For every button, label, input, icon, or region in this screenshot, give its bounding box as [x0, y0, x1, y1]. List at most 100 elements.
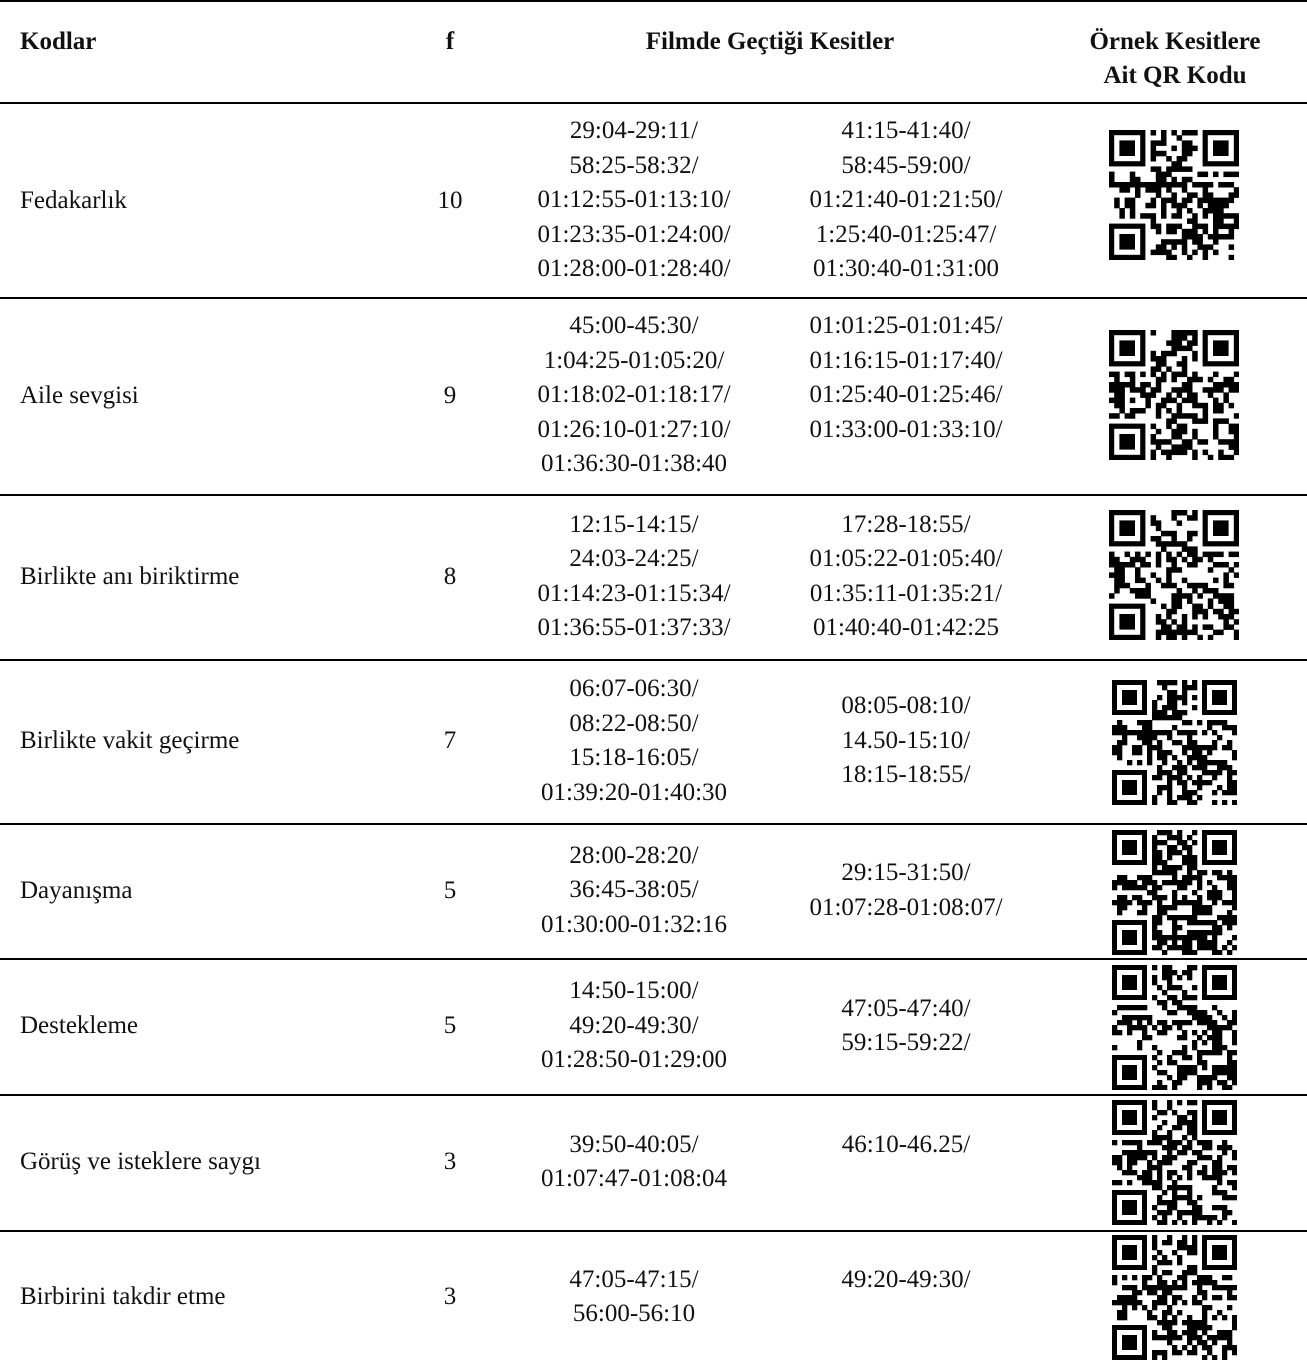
header-rule [0, 102, 1307, 104]
time-range: 01:16:15-01:17:40/ [809, 346, 1003, 374]
time-range: 14.50-15:10/ [841, 726, 971, 754]
header-frequency: f [445, 28, 455, 55]
frequency-value: 5 [443, 876, 457, 904]
time-range: 06:07-06:30/ [569, 675, 699, 702]
qr-code-icon[interactable] [1111, 1235, 1284, 1360]
qr-code-icon[interactable] [1109, 130, 1281, 260]
time-range: 47:05-47:15/ [569, 1265, 699, 1293]
time-range: 56:00-56:10 [572, 1300, 696, 1327]
code-label: Aile sevgisi [20, 381, 139, 409]
sections-column-1: 14:50-15:00/49:20-49:30/01:28:50-01:29:0… [500, 974, 768, 1078]
sections-column-1: 45:00-45:30/1:04:25-01:05:20/01:18:02-01… [500, 309, 768, 482]
row-divider [0, 659, 1307, 661]
time-range: 1:04:25-01:05:20/ [543, 346, 725, 374]
time-range: 01:28:00-01:28:40/ [537, 255, 731, 283]
header-codes: Kodlar [20, 28, 97, 55]
sections-column-2: 29:15-31:50/01:07:28-01:08:07/ [775, 856, 1037, 925]
time-range: 01:30:00-01:32:16 [540, 910, 728, 938]
time-range: 01:05:22-01:05:40/ [809, 545, 1003, 572]
sections-column-1: 28:00-28:20/36:45-38:05/01:30:00-01:32:1… [500, 839, 768, 943]
code-label: Görüş ve isteklere saygı [20, 1148, 261, 1175]
time-range: 29:04-29:11/ [569, 117, 699, 145]
row-divider [0, 1094, 1307, 1096]
time-range: 36:45-38:05/ [569, 876, 699, 904]
time-range: 01:39:20-01:40:30 [540, 778, 728, 806]
time-range: 01:18:02-01:18:17/ [537, 381, 731, 409]
time-range: 49:20-49:30/ [569, 1011, 699, 1039]
row-divider [0, 823, 1307, 825]
time-range: 45:00-45:30/ [569, 312, 699, 340]
qr-code-icon[interactable] [1109, 330, 1281, 460]
time-range: 59:15-59:22/ [841, 1029, 971, 1056]
time-range: 01:07:28-01:08:07/ [809, 893, 1003, 921]
header-sections: Filmde Geçtiği Kesitler [645, 28, 895, 55]
time-range: 01:35:11-01:35:21/ [809, 579, 1003, 607]
frequency-value: 3 [443, 1283, 457, 1310]
sections-column-2: 01:01:25-01:01:45/01:16:15-01:17:40/01:2… [775, 309, 1037, 447]
sections-column-2: 47:05-47:40/59:15-59:22/ [775, 992, 1037, 1061]
sections-column-1: 12:15-14:15/24:03-24:25/01:14:23-01:15:3… [500, 508, 768, 646]
time-range: 47:05-47:40/ [841, 994, 971, 1022]
time-range: 01:33:00-01:33:10/ [809, 415, 1003, 443]
time-range: 08:05-08:10/ [841, 692, 971, 720]
row-divider [0, 494, 1307, 496]
time-range: 01:12:55-01:13:10/ [537, 186, 731, 214]
qr-code-icon[interactable] [1111, 1100, 1284, 1225]
time-range: 28:00-28:20/ [569, 841, 699, 869]
time-range: 46:10-46.25/ [841, 1130, 971, 1158]
time-range: 17:28-18:55/ [841, 510, 971, 538]
sections-column-2: 17:28-18:55/01:05:22-01:05:40/01:35:11-0… [775, 508, 1037, 646]
time-range: 01:07:47-01:08:04 [540, 1165, 728, 1192]
sections-column-1: 47:05-47:15/56:00-56:10 [500, 1263, 768, 1332]
time-range: 01:21:40-01:21:50/ [809, 186, 1003, 214]
code-label: Destekleme [20, 1012, 139, 1039]
time-range: 41:15-41:40/ [841, 117, 971, 145]
time-range: 1:25:40-01:25:47/ [815, 220, 997, 248]
sections-column-2: 41:15-41:40/58:45-59:00/01:21:40-01:21:5… [775, 114, 1037, 287]
time-range: 01:14:23-01:15:34/ [537, 579, 731, 607]
frequency-value: 10 [437, 186, 463, 214]
time-range: 01:36:30-01:38:40 [540, 450, 728, 478]
qr-code-icon[interactable] [1111, 830, 1284, 955]
frequency-value: 5 [443, 1012, 457, 1039]
time-range: 01:26:10-01:27:10/ [537, 415, 731, 443]
frequency-value: 3 [443, 1148, 457, 1175]
row-divider [0, 1230, 1307, 1232]
time-range: 01:30:40-01:31:00 [812, 255, 1000, 283]
sections-column-1: 39:50-40:05/01:07:47-01:08:04 [500, 1128, 768, 1197]
time-range: 29:15-31:50/ [841, 859, 971, 886]
time-range: 01:40:40-01:42:25 [812, 614, 1000, 641]
frequency-value: 9 [443, 381, 457, 409]
code-label: Birlikte anı biriktirme [20, 562, 240, 590]
time-range: 01:36:55-01:37:33/ [537, 614, 731, 641]
time-range: 58:25-58:32/ [569, 151, 699, 179]
code-label: Birlikte vakit geçirme [20, 727, 240, 754]
qr-code-icon[interactable] [1109, 510, 1281, 640]
time-range: 01:25:40-01:25:46/ [809, 381, 1003, 409]
sections-column-2: 08:05-08:10/14.50-15:10/18:15-18:55/ [775, 689, 1037, 793]
code-label: Birbirini takdir etme [20, 1283, 226, 1310]
sections-column-1: 06:07-06:30/08:22-08:50/15:18-16:05/01:3… [500, 672, 768, 810]
code-label: Dayanışma [20, 876, 133, 904]
time-range: 39:50-40:05/ [569, 1130, 699, 1158]
time-range: 08:22-08:50/ [569, 709, 699, 737]
time-range: 01:28:50-01:29:00 [540, 1046, 728, 1074]
qr-code-icon[interactable] [1111, 965, 1284, 1090]
time-range: 15:18-16:05/ [569, 744, 699, 771]
time-range: 12:15-14:15/ [569, 510, 699, 538]
frequency-value: 8 [443, 562, 457, 590]
sections-column-2: 46:10-46.25/ [775, 1128, 1037, 1163]
qr-code-icon[interactable] [1111, 680, 1284, 805]
code-label: Fedakarlık [20, 186, 127, 214]
time-range: 24:03-24:25/ [569, 545, 699, 572]
time-range: 58:45-59:00/ [841, 151, 971, 179]
time-range: 49:20-49:30/ [841, 1265, 971, 1293]
sections-column-2: 49:20-49:30/ [775, 1263, 1037, 1298]
time-range: 14:50-15:00/ [569, 977, 699, 1005]
header-qr-line2: Ait QR Kodu [1103, 62, 1247, 89]
header-qr-line1: Örnek Kesitlere [1089, 28, 1261, 55]
row-divider [0, 958, 1307, 960]
time-range: 01:23:35-01:24:00/ [537, 220, 731, 248]
time-range: 01:01:25-01:01:45/ [809, 312, 1003, 340]
top-rule [0, 0, 1307, 2]
